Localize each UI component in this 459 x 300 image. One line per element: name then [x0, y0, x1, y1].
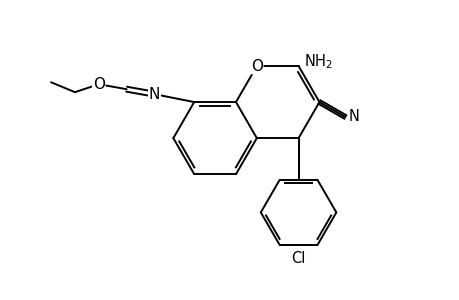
Text: O: O [93, 77, 105, 92]
Text: O: O [250, 58, 262, 74]
Text: N: N [347, 110, 358, 124]
Text: NH$_2$: NH$_2$ [303, 53, 332, 71]
Text: N: N [148, 87, 160, 102]
Text: Cl: Cl [291, 251, 305, 266]
